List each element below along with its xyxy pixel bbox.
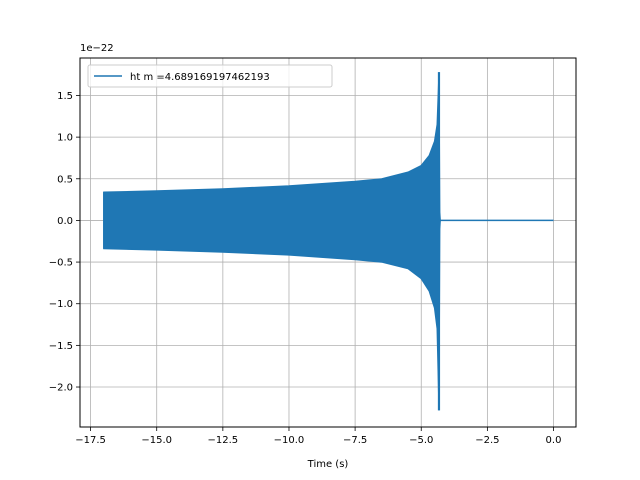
- series-layer: [103, 72, 554, 411]
- y-tick-label: 0.0: [57, 216, 73, 227]
- x-tick-label: −7.5: [343, 435, 367, 446]
- y-tick-label: 1.5: [57, 91, 73, 102]
- x-axis-label: Time (s): [307, 459, 349, 470]
- x-tick-label: −2.5: [475, 435, 499, 446]
- y-offset-label: 1e−22: [80, 43, 114, 54]
- legend-box: [87, 64, 333, 88]
- x-tick-label: −5.0: [409, 435, 433, 446]
- y-tick-label: 1.0: [57, 133, 73, 144]
- y-tick-label: −1.5: [49, 341, 73, 352]
- y-tick-label: −1.0: [49, 299, 73, 310]
- legend-entry: ht m =4.689169197462193: [130, 72, 270, 83]
- legend: ht m =4.689169197462193: [87, 64, 333, 88]
- y-axis: −2.0 −1.5 −1.0 −0.5 0.0 0.5 1.0 1.5: [49, 91, 80, 394]
- x-tick-label: 0.0: [546, 435, 562, 446]
- axes-frame: [79, 57, 577, 428]
- y-tick-label: 0.5: [57, 174, 73, 185]
- x-tick-label: −15.0: [141, 435, 172, 446]
- waveform-envelope: [103, 72, 441, 411]
- x-tick-label: −17.5: [75, 435, 106, 446]
- x-tick-label: −12.5: [208, 435, 239, 446]
- y-tick-label: −0.5: [49, 258, 73, 269]
- x-axis: −17.5 −15.0 −12.5 −10.0 −7.5 −5.0 −2.5 0.0: [75, 427, 561, 446]
- x-tick-label: −10.0: [274, 435, 305, 446]
- y-tick-label: −2.0: [49, 383, 73, 394]
